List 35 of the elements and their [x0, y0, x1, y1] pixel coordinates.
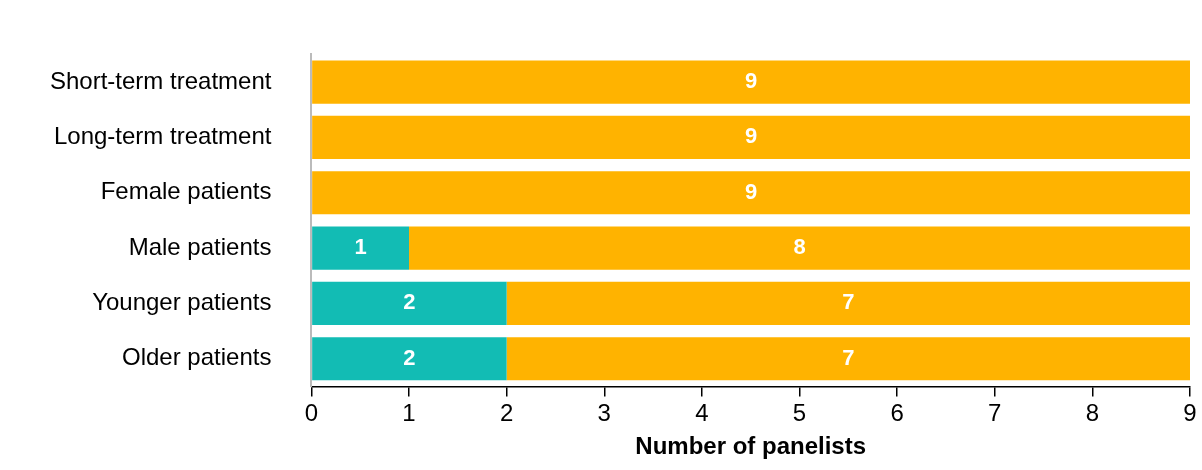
bar	[312, 60, 1190, 104]
bar	[312, 226, 410, 270]
x-tick-label: 4	[695, 399, 709, 427]
x-axis-title: Number of panelists	[635, 432, 867, 460]
data-label: 8	[793, 234, 806, 260]
data-label: 2	[403, 344, 416, 370]
data-label: 7	[842, 289, 855, 315]
bar	[312, 115, 1190, 159]
data-label: 9	[744, 68, 758, 94]
y-tick-label: Long-term treatment	[53, 122, 272, 150]
x-tick-label: 7	[988, 399, 1002, 427]
x-tick-label: 6	[890, 399, 904, 427]
x-tick-label: 1	[402, 399, 416, 427]
data-label: 1	[354, 234, 367, 260]
x-tick-label: 8	[1085, 399, 1100, 427]
bar	[506, 281, 1190, 325]
x-tick-label: 5	[792, 399, 807, 427]
bar	[312, 171, 1190, 215]
x-tick-label: 9	[1183, 399, 1197, 427]
data-label: 7	[842, 344, 855, 370]
data-label: 9	[744, 123, 758, 149]
data-label: 9	[744, 178, 758, 204]
x-tick-label: 3	[597, 399, 611, 427]
y-tick-label: Short-term treatment	[50, 66, 272, 94]
y-tick-label: Female patients	[100, 177, 272, 205]
y-tick-label: Older patients	[121, 343, 272, 371]
x-tick-label: 2	[499, 399, 514, 427]
data-label: 2	[403, 289, 416, 315]
y-tick-label: Male patients	[128, 232, 272, 260]
y-tick-label: Younger patients	[92, 288, 272, 316]
bar	[312, 337, 507, 381]
bar	[409, 226, 1190, 270]
bar	[312, 281, 507, 325]
bar	[506, 337, 1190, 381]
x-tick-label: 0	[304, 399, 319, 427]
